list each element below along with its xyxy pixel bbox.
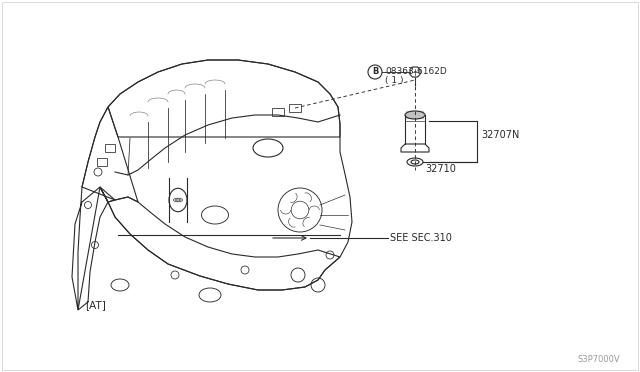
Ellipse shape xyxy=(405,111,425,119)
Text: 32707N: 32707N xyxy=(481,131,520,141)
Text: S3P7000V: S3P7000V xyxy=(577,355,620,364)
Ellipse shape xyxy=(407,158,423,166)
Text: 32710: 32710 xyxy=(425,164,456,174)
Text: B: B xyxy=(372,67,378,77)
Text: [AT]: [AT] xyxy=(85,300,106,310)
Text: SEE SEC.310: SEE SEC.310 xyxy=(390,233,452,243)
Text: ( 1 ): ( 1 ) xyxy=(385,76,403,84)
Ellipse shape xyxy=(411,160,419,164)
Text: 08363-6162D: 08363-6162D xyxy=(385,67,447,76)
